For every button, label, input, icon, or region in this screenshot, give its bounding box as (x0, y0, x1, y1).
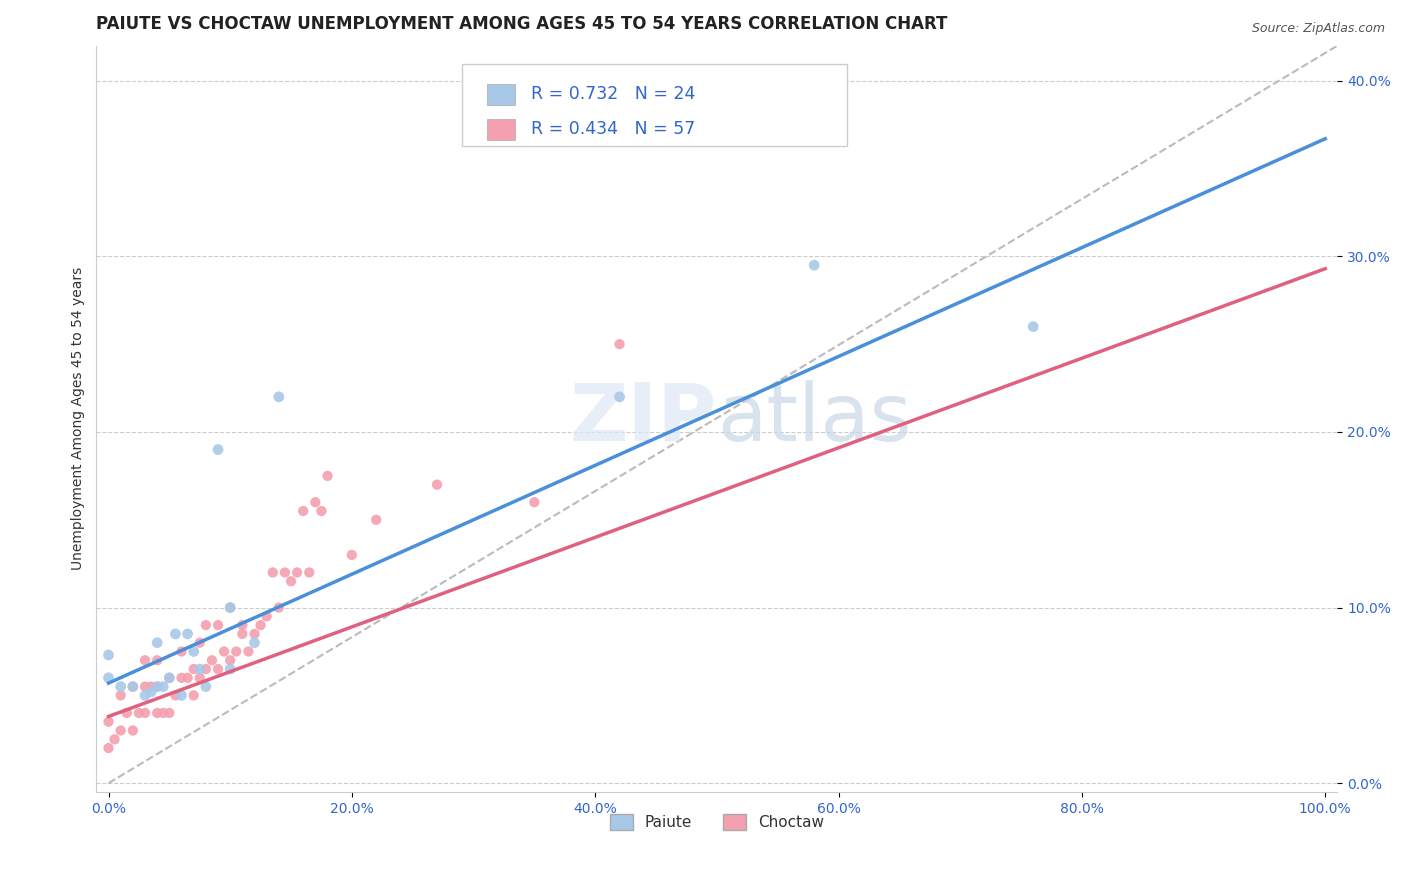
Legend: Paiute, Choctaw: Paiute, Choctaw (603, 808, 830, 837)
Point (366, 513, 388, 527)
Point (188, 662, 211, 676)
Point (292, 504, 315, 518)
Point (316, 469, 339, 483)
Point (110, 723, 132, 738)
Point (340, 548, 363, 562)
Point (146, 706, 169, 720)
Point (157, 671, 180, 685)
Point (1022, 319, 1045, 334)
Point (121, 680, 143, 694)
Point (134, 653, 156, 667)
Point (219, 600, 242, 615)
Point (121, 680, 143, 694)
Point (523, 495, 546, 509)
Point (231, 627, 253, 641)
Point (274, 566, 297, 580)
Point (97, 714, 120, 729)
Point (267, 390, 290, 404)
Point (134, 689, 156, 703)
Point (267, 600, 290, 615)
Point (256, 609, 278, 624)
Point (157, 706, 180, 720)
Text: PAIUTE VS CHOCTAW UNEMPLOYMENT AMONG AGES 45 TO 54 YEARS CORRELATION CHART: PAIUTE VS CHOCTAW UNEMPLOYMENT AMONG AGE… (97, 15, 948, 33)
Point (194, 618, 217, 632)
Point (121, 723, 143, 738)
Point (194, 662, 217, 676)
Point (194, 680, 217, 694)
Point (152, 706, 174, 720)
Point (176, 671, 198, 685)
Point (170, 689, 193, 703)
Point (146, 680, 169, 694)
Point (243, 627, 266, 641)
Point (157, 671, 180, 685)
Point (803, 258, 825, 272)
Point (298, 566, 321, 580)
Point (139, 685, 162, 699)
FancyBboxPatch shape (488, 84, 515, 104)
Point (97, 648, 120, 662)
Point (188, 671, 211, 685)
Point (609, 337, 631, 351)
Point (165, 627, 187, 641)
Point (609, 390, 631, 404)
Point (285, 566, 308, 580)
Point (134, 706, 156, 720)
Point (146, 680, 169, 694)
Point (219, 653, 242, 667)
Point (311, 504, 333, 518)
Point (165, 689, 187, 703)
Point (219, 662, 242, 676)
Text: ZIP: ZIP (569, 380, 717, 458)
Point (280, 574, 302, 589)
Point (170, 671, 193, 685)
Point (426, 477, 449, 491)
Y-axis label: Unemployment Among Ages 45 to 54 years: Unemployment Among Ages 45 to 54 years (72, 268, 86, 571)
Point (225, 644, 247, 658)
Point (97, 741, 120, 756)
FancyBboxPatch shape (463, 64, 848, 146)
Point (207, 662, 229, 676)
Point (249, 618, 271, 632)
Point (188, 636, 211, 650)
Point (139, 680, 162, 694)
Point (231, 618, 253, 632)
Point (152, 680, 174, 694)
Point (183, 662, 205, 676)
Text: atlas: atlas (717, 380, 911, 458)
Point (238, 644, 260, 658)
Point (207, 618, 229, 632)
Point (128, 706, 150, 720)
Point (110, 680, 132, 694)
Point (176, 627, 198, 641)
Point (115, 706, 138, 720)
Point (97, 671, 120, 685)
FancyBboxPatch shape (488, 119, 515, 140)
Point (212, 644, 235, 658)
Point (170, 644, 193, 658)
Point (104, 732, 127, 747)
Text: R = 0.434   N = 57: R = 0.434 N = 57 (530, 120, 695, 138)
Point (183, 644, 205, 658)
Point (110, 689, 132, 703)
Point (219, 600, 242, 615)
Point (146, 636, 169, 650)
Point (146, 653, 169, 667)
Text: R = 0.732   N = 24: R = 0.732 N = 24 (530, 85, 695, 103)
Point (134, 680, 156, 694)
Point (183, 689, 205, 703)
Point (201, 653, 224, 667)
Text: Source: ZipAtlas.com: Source: ZipAtlas.com (1251, 22, 1385, 36)
Point (207, 442, 229, 457)
Point (262, 566, 284, 580)
Point (304, 495, 326, 509)
Point (243, 636, 266, 650)
